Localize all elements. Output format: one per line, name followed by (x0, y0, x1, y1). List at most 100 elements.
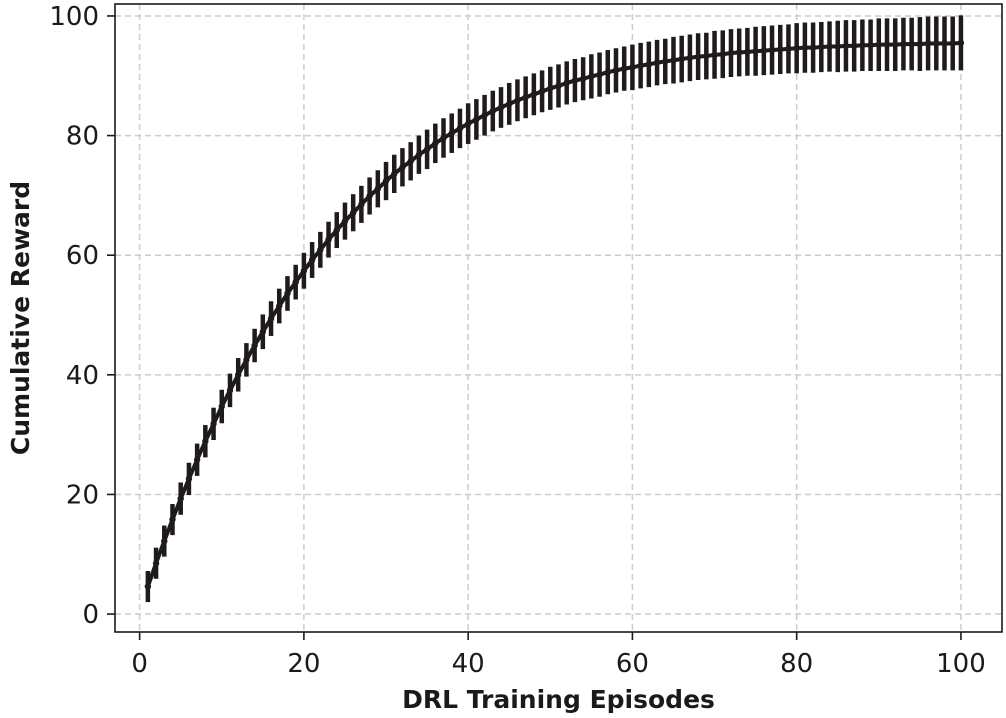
data-point (193, 456, 201, 463)
data-point (440, 134, 447, 142)
data-point (464, 120, 472, 127)
data-point (349, 209, 357, 216)
data-point (637, 62, 644, 69)
data-point (161, 537, 168, 545)
data-point (538, 88, 546, 95)
data-point (875, 41, 883, 48)
y-axis-ticks: 0 20 40 60 80 100 (49, 2, 115, 630)
data-point (571, 77, 579, 84)
data-point (399, 164, 406, 171)
data-point (785, 45, 792, 53)
x-tick-label: 80 (780, 649, 813, 679)
data-point (744, 48, 751, 56)
data-point (300, 267, 308, 274)
data-point (144, 583, 152, 590)
data-point (267, 315, 275, 322)
y-tick-label: 60 (66, 241, 99, 271)
data-point (850, 42, 858, 50)
data-point (711, 51, 718, 59)
data-point (169, 516, 176, 523)
data-point (374, 185, 382, 193)
data-point (259, 328, 267, 335)
y-tick-label: 0 (82, 600, 99, 630)
data-point (234, 371, 242, 379)
x-tick-label: 20 (287, 649, 320, 679)
series-line-layer (145, 40, 962, 588)
y-axis-title: Cumulative Reward (6, 181, 35, 455)
data-point (308, 256, 316, 264)
x-axis-title: DRL Training Episodes (402, 685, 715, 714)
data-point (768, 46, 776, 54)
data-point (834, 43, 841, 50)
x-tick-label: 100 (936, 649, 986, 679)
data-point (957, 39, 965, 47)
data-point (547, 85, 554, 92)
x-tick-label: 0 (131, 649, 148, 679)
data-point (735, 49, 743, 56)
data-point (579, 75, 587, 82)
data-point (226, 387, 234, 394)
data-point (407, 158, 414, 165)
data-point (662, 58, 669, 65)
data-point (900, 40, 907, 48)
data-point (777, 46, 784, 53)
data-point (645, 61, 653, 68)
data-point (251, 342, 258, 349)
data-point (358, 201, 365, 208)
data-point (916, 40, 924, 48)
data-point (604, 68, 611, 76)
data-point (292, 278, 299, 286)
x-tick-label: 40 (452, 649, 485, 679)
data-point (506, 100, 513, 108)
data-point (612, 67, 620, 74)
series-line (145, 40, 962, 588)
data-point (481, 112, 488, 119)
y-tick-label: 80 (66, 122, 99, 152)
y-tick-label: 100 (49, 2, 99, 32)
data-point (818, 43, 825, 51)
data-point (317, 246, 324, 254)
data-point (941, 40, 948, 47)
data-point (218, 403, 225, 410)
data-point (596, 71, 603, 78)
data-point (423, 146, 431, 153)
y-tick-label: 20 (66, 480, 99, 510)
data-point (908, 40, 915, 48)
x-axis-ticks: 0 20 40 60 80 100 (131, 632, 986, 679)
data-point (949, 40, 956, 47)
data-point (243, 356, 250, 364)
data-point (522, 94, 529, 101)
data-point (719, 51, 726, 58)
data-point (152, 560, 160, 567)
data-point (924, 40, 932, 47)
data-point (341, 217, 349, 225)
data-point (752, 48, 759, 55)
data-point (563, 79, 570, 87)
plot-frame (114, 3, 1003, 633)
data-points (144, 39, 965, 590)
data-point (760, 47, 768, 54)
data-point (678, 55, 685, 63)
data-point (588, 73, 595, 80)
data-point (497, 104, 505, 111)
data-point (185, 475, 193, 483)
data-point (202, 438, 209, 445)
data-point (514, 97, 521, 104)
data-point (333, 226, 340, 234)
data-point (415, 151, 423, 158)
data-point (933, 40, 940, 47)
data-point (473, 116, 480, 123)
data-point (727, 49, 735, 57)
y-tick-label: 40 (66, 361, 99, 391)
data-point (801, 44, 809, 51)
data-point (670, 57, 677, 64)
data-point (382, 177, 390, 185)
data-point (809, 44, 817, 51)
error-bars (145, 15, 964, 603)
data-point (653, 59, 661, 66)
data-point (177, 495, 184, 502)
data-point (621, 65, 628, 72)
data-point (210, 420, 217, 428)
data-point (694, 53, 702, 60)
